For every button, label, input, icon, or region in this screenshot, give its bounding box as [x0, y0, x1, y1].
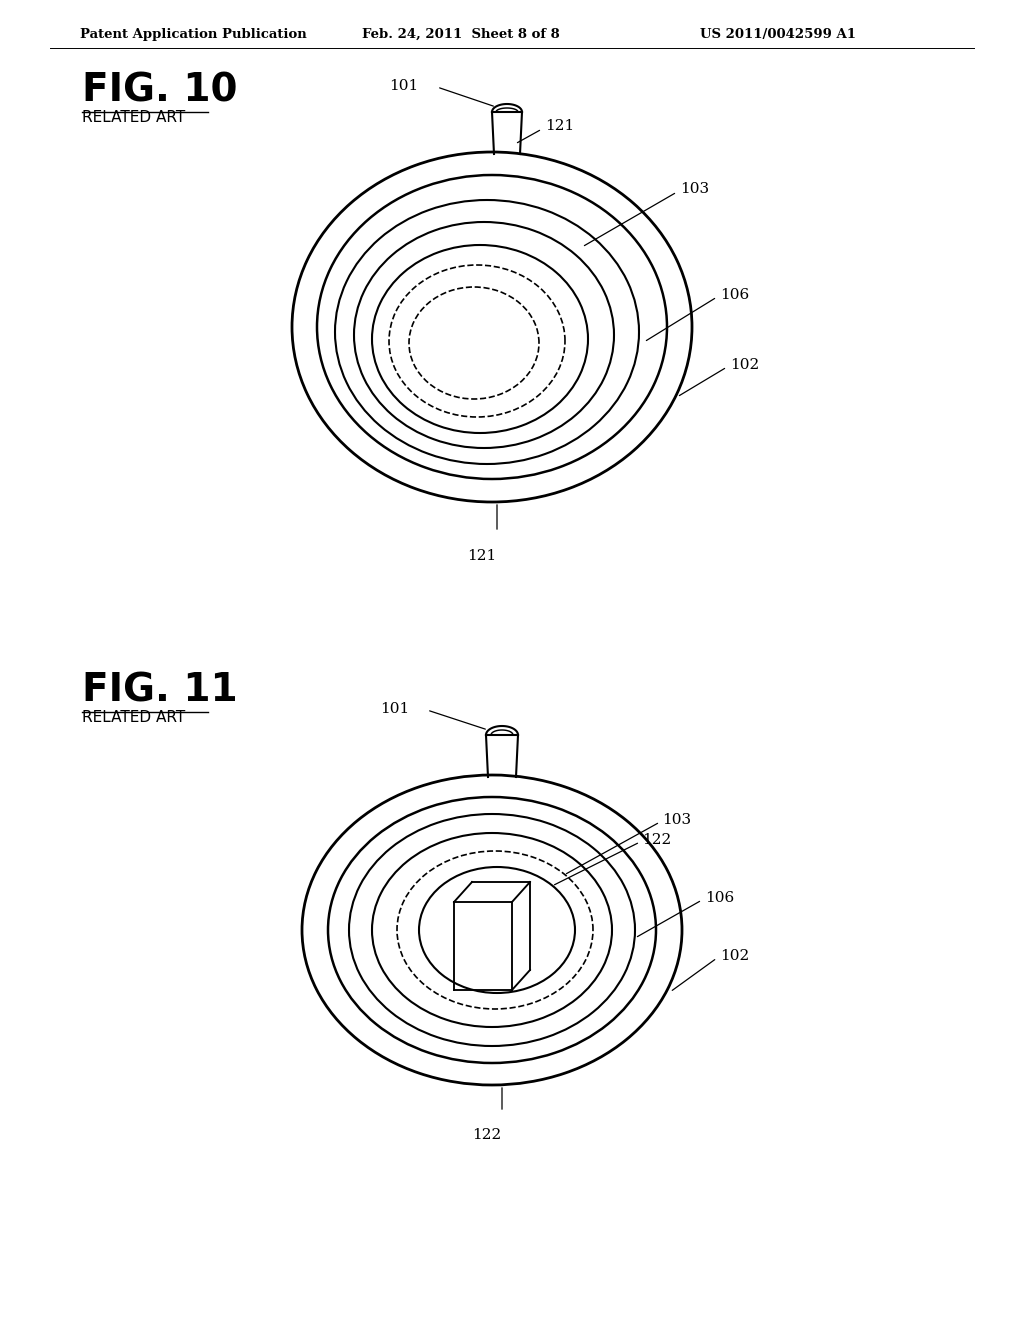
- Text: FIG. 11: FIG. 11: [82, 672, 238, 710]
- Text: 101: 101: [389, 79, 418, 92]
- Text: 122: 122: [642, 833, 672, 847]
- Text: 102: 102: [730, 358, 759, 372]
- Text: 102: 102: [720, 949, 750, 964]
- Text: US 2011/0042599 A1: US 2011/0042599 A1: [700, 28, 856, 41]
- Text: RELATED ART: RELATED ART: [82, 710, 185, 725]
- Text: 101: 101: [380, 702, 410, 715]
- Text: 106: 106: [720, 288, 750, 302]
- Text: RELATED ART: RELATED ART: [82, 110, 185, 125]
- Text: 121: 121: [545, 119, 574, 133]
- Text: FIG. 10: FIG. 10: [82, 73, 238, 110]
- Text: Patent Application Publication: Patent Application Publication: [80, 28, 307, 41]
- Text: 122: 122: [472, 1129, 502, 1142]
- Text: 103: 103: [662, 813, 691, 828]
- Text: 106: 106: [705, 891, 734, 906]
- Text: 103: 103: [680, 182, 710, 195]
- Text: 121: 121: [467, 549, 497, 564]
- Text: Feb. 24, 2011  Sheet 8 of 8: Feb. 24, 2011 Sheet 8 of 8: [362, 28, 560, 41]
